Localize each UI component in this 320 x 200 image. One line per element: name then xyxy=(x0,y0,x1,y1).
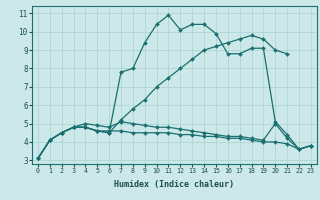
X-axis label: Humidex (Indice chaleur): Humidex (Indice chaleur) xyxy=(115,180,234,189)
